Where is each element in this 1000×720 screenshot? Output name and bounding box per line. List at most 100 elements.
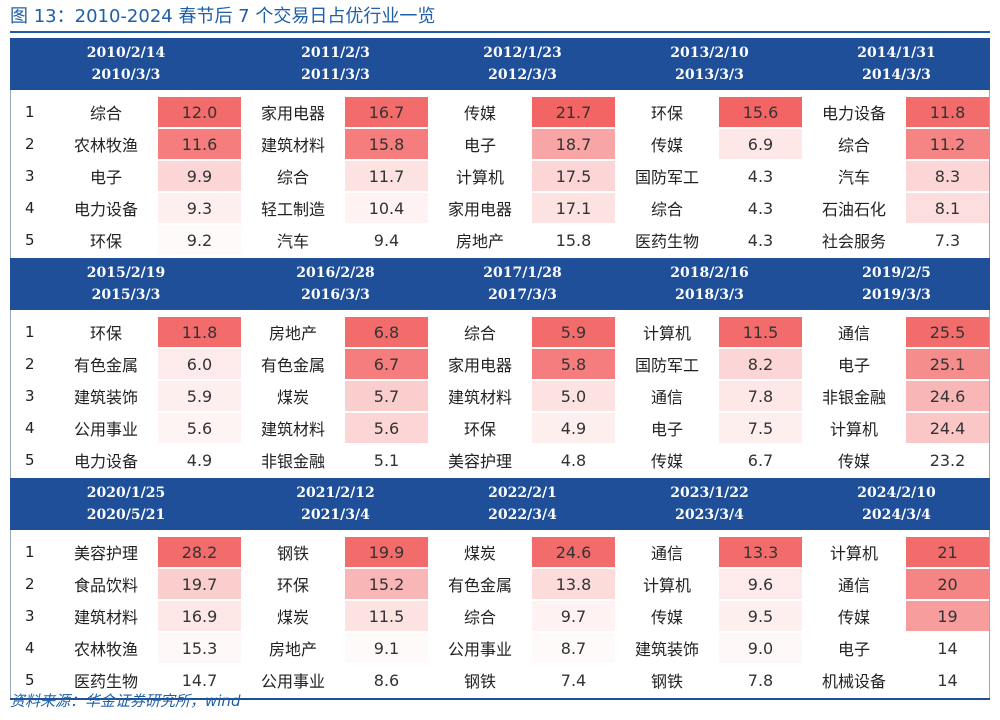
industry-name: 传媒: [650, 452, 683, 471]
industry-cell: 建筑材料 15.8: [241, 128, 428, 160]
industry-name: 综合: [650, 200, 683, 219]
return-value: 8.6: [345, 665, 428, 695]
period-header: 2013/2/10 2013/3/3: [616, 38, 803, 90]
industry-cell: 电力设备 9.3: [54, 192, 241, 224]
period-end-date: 2013/3/3: [675, 67, 744, 83]
industry-name: 建筑材料: [260, 136, 325, 155]
period-header: 2011/2/3 2011/3/3: [242, 38, 429, 90]
period-header: 2019/2/5 2019/3/3: [803, 258, 990, 310]
return-value: 5.0: [532, 381, 615, 411]
industry-name: 汽车: [837, 168, 870, 187]
period-header: 2023/1/22 2023/3/4: [616, 478, 803, 530]
return-value: 11.5: [719, 317, 802, 347]
industry-name: 通信: [837, 324, 870, 343]
return-value: 21.7: [532, 97, 615, 127]
period-end-date: 2022/3/4: [488, 507, 557, 523]
return-value: 11.8: [906, 97, 989, 127]
period-end-date: 2019/3/3: [862, 287, 931, 303]
table-row: 3 建筑材料 16.9 煤炭 11.5 综合 9.7 传媒 9.5 传媒 19: [11, 600, 989, 632]
return-value: 12.0: [158, 97, 241, 127]
return-value: 9.5: [719, 601, 802, 631]
industry-cell: 公用事业 5.6: [54, 412, 241, 444]
industry-cell: 计算机 24.4: [802, 412, 989, 444]
return-value: 5.8: [532, 349, 615, 379]
industry-name: 房地产: [268, 640, 317, 659]
industry-name: 电子: [89, 168, 122, 187]
return-value: 7.3: [906, 225, 989, 255]
industry-cell: 建筑装饰 9.0: [615, 632, 802, 664]
industry-cell: 煤炭 24.6: [428, 536, 615, 568]
industry-name: 计算机: [455, 168, 504, 187]
industry-cell: 钢铁 7.8: [615, 664, 802, 696]
return-value: 9.2: [158, 225, 241, 255]
industry-cell: 电子 14: [802, 632, 989, 664]
table-row: 2 有色金属 6.0 有色金属 6.7 家用电器 5.8 国防军工 8.2 电子 25.1: [11, 348, 989, 380]
period-start-date: 2011/2/3: [301, 45, 370, 61]
return-value: 7.8: [719, 381, 802, 411]
return-value: 9.9: [158, 161, 241, 191]
industry-name: 钢铁: [276, 544, 309, 563]
rank-number: 5: [25, 671, 35, 689]
return-value: 17.1: [532, 193, 615, 223]
period-end-date: 2020/5/21: [86, 507, 166, 523]
period-end-date: 2014/3/3: [862, 67, 931, 83]
return-value: 14.7: [158, 665, 241, 695]
return-value: 4.3: [719, 161, 802, 191]
industry-name: 电力设备: [73, 452, 138, 471]
return-value: 5.6: [345, 413, 428, 443]
industry-cell: 医药生物 14.7: [54, 664, 241, 696]
industry-name: 环保: [89, 232, 122, 251]
title-rule: [10, 31, 990, 33]
industry-cell: 建筑材料 5.6: [241, 412, 428, 444]
industry-name: 房地产: [268, 324, 317, 343]
period-end-date: 2015/3/3: [91, 287, 161, 303]
return-value: 11.5: [345, 601, 428, 631]
industry-name: 环保: [89, 324, 122, 343]
industry-name: 农林牧渔: [73, 640, 138, 659]
industry-cell: 电子 9.9: [54, 160, 241, 192]
rank-number: 4: [25, 419, 35, 437]
table-row: 5 电力设备 4.9 非银金融 5.1 美容护理 4.8 传媒 6.7 传媒 23.2: [11, 444, 989, 476]
return-value: 15.8: [532, 225, 615, 255]
industry-name: 石油石化: [821, 200, 886, 219]
return-value: 10.4: [345, 193, 428, 223]
industry-cell: 国防军工 8.2: [615, 348, 802, 380]
industry-name: 计算机: [642, 324, 691, 343]
industry-cell: 公用事业 8.7: [428, 632, 615, 664]
industry-name: 社会服务: [821, 232, 886, 251]
return-value: 19: [906, 601, 989, 631]
period-start-date: 2021/2/12: [296, 485, 375, 501]
industry-cell: 美容护理 28.2: [54, 536, 241, 568]
rank-number: 2: [25, 355, 35, 373]
industry-cell: 环保 15.2: [241, 568, 428, 600]
period-header-row: 2020/1/25 2020/5/21 2021/2/12 2021/3/4 2022/…: [10, 478, 990, 530]
industry-name: 电力设备: [73, 200, 138, 219]
industry-cell: 社会服务 7.3: [802, 224, 989, 256]
rank-number: 3: [25, 607, 35, 625]
industry-cell: 房地产 9.1: [241, 632, 428, 664]
period-end-date: 2012/3/3: [488, 67, 557, 83]
period-end-date: 2010/3/3: [91, 67, 161, 83]
rank-number: 2: [25, 135, 35, 153]
rank-number: 3: [25, 387, 35, 405]
return-value: 28.2: [158, 537, 241, 567]
industry-cell: 通信 7.8: [615, 380, 802, 412]
industry-name: 国防军工: [634, 168, 699, 187]
return-value: 21: [906, 537, 989, 567]
industry-name: 环保: [650, 104, 683, 123]
industry-table: 2010/2/14 2010/3/3 2011/2/3 2011/3/3 2012/1/…: [10, 38, 990, 700]
source-note: 资料来源：华金证券研究所，wind: [10, 692, 241, 710]
return-value: 6.7: [719, 445, 802, 475]
period-header: 2014/1/31 2014/3/3: [803, 38, 990, 90]
industry-cell: 电子 18.7: [428, 128, 615, 160]
industry-name: 建筑材料: [447, 388, 512, 407]
industry-name: 家用电器: [447, 200, 512, 219]
industry-cell: 有色金属 6.0: [54, 348, 241, 380]
industry-name: 家用电器: [260, 104, 325, 123]
return-value: 9.7: [532, 601, 615, 631]
table-bottom-rule: [10, 698, 990, 700]
industry-cell: 家用电器 5.8: [428, 348, 615, 380]
period-block: 2010/2/14 2010/3/3 2011/2/3 2011/3/3 2012/1/…: [10, 38, 990, 258]
return-value: 5.7: [345, 381, 428, 411]
industry-cell: 汽车 8.3: [802, 160, 989, 192]
